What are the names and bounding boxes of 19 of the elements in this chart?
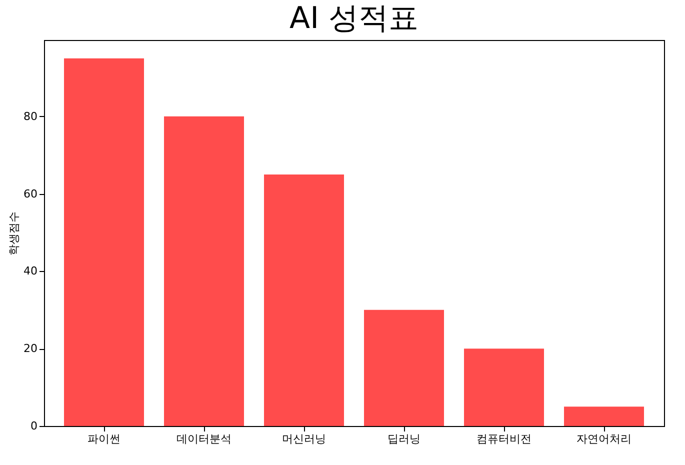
x-tick-label: 자연어처리 (576, 432, 632, 446)
x-tick-label: 딥러닝 (388, 432, 420, 446)
bar (64, 58, 144, 426)
chart-title: AI 성적표 (290, 1, 418, 36)
x-tick-label: 파이썬 (88, 432, 120, 446)
y-tick-label: 60 (24, 187, 38, 200)
y-tick-label: 40 (24, 264, 38, 278)
x-tick-label: 컴퓨터비전 (476, 432, 532, 446)
bar (164, 116, 244, 426)
bar (464, 348, 544, 426)
y-tick-label: 80 (24, 110, 38, 123)
bar (564, 406, 644, 426)
x-tick-label: 머신러닝 (282, 432, 326, 446)
bar (264, 174, 344, 426)
y-axis-title: 학생점수 (8, 212, 21, 256)
x-tick-label: 데이터분석 (176, 432, 232, 446)
y-tick-label: 0 (30, 420, 38, 432)
bar (364, 310, 444, 426)
y-tick-label: 20 (24, 342, 38, 356)
